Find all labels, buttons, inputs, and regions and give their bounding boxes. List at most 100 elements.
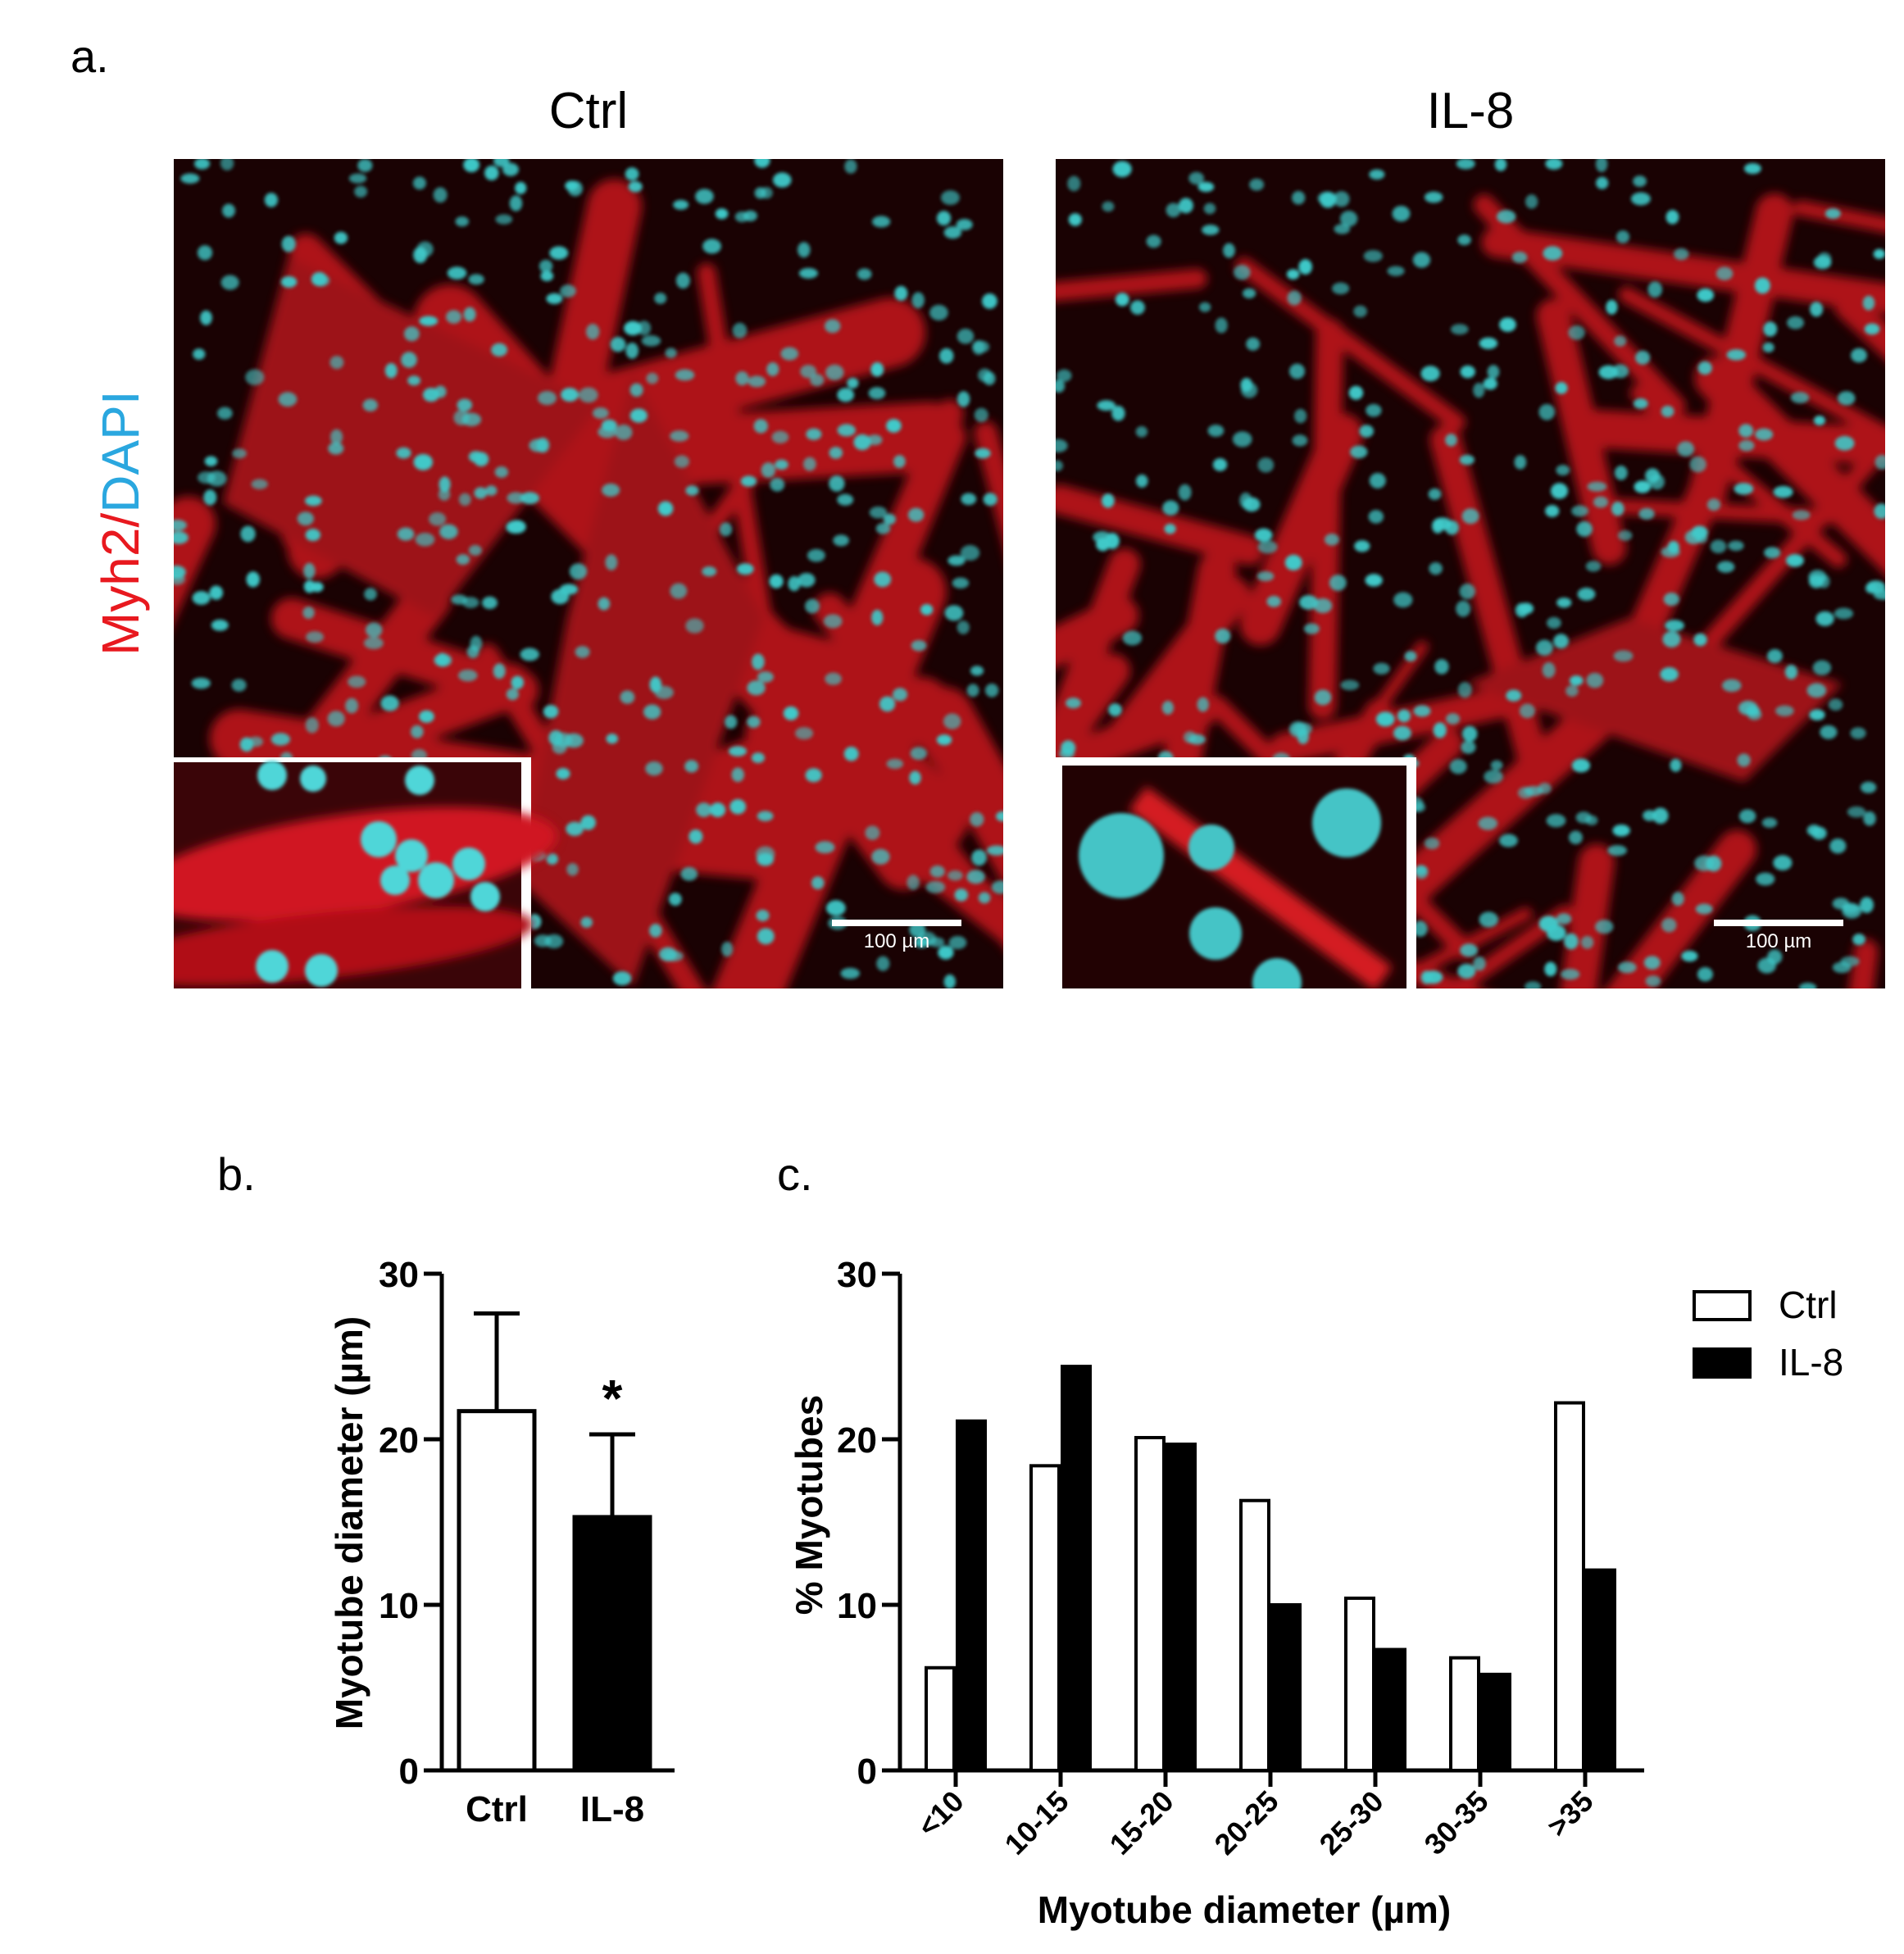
nucleus [509,195,523,211]
nucleus [491,343,508,357]
nucleus [1829,838,1847,854]
nucleus [1873,248,1885,260]
nucleus [811,876,825,890]
nucleus [1223,243,1235,258]
nucleus [948,935,967,950]
nucleus [1329,575,1347,591]
nucleus [306,631,325,643]
bar-il-8 [572,1515,652,1773]
nucleus [1353,305,1367,318]
nucleus [556,767,570,779]
nucleus [1737,753,1751,767]
nucleus [602,483,620,498]
nucleus [1494,159,1507,171]
nucleus [1874,454,1885,470]
nucleus [936,734,952,746]
nucleus [305,529,321,542]
nucleus [592,407,609,419]
nucleus [1490,760,1503,770]
nucleus [803,457,816,471]
nucleus [239,737,254,752]
nucleus [1393,725,1411,741]
nucleus [1292,190,1306,205]
y-tick-label: 20 [379,1420,419,1461]
nucleus [606,734,619,744]
nucleus [1292,434,1308,447]
nucleus [1459,454,1475,466]
x-tick-label: 10-15 [998,1784,1075,1861]
nucleus [474,487,488,499]
nucleus [1397,709,1411,723]
nucleus [1115,293,1129,307]
myotube-fiber [1685,435,1885,669]
nucleus [1614,335,1627,347]
nucleus [1339,211,1358,227]
nucleus [1670,758,1682,772]
x-tick-label: 25-30 [1313,1784,1390,1861]
nucleus [1067,175,1081,192]
nucleus [1496,210,1516,224]
nucleus [1811,826,1827,840]
nucleus [419,316,439,326]
nucleus [788,575,801,592]
nucleus [1375,711,1395,727]
nucleus [1834,435,1855,451]
myotube-fiber [223,257,600,618]
nucleus [735,370,749,386]
nucleus [1710,539,1727,554]
nucleus [1788,554,1802,566]
myotube-fiber [1056,268,1207,302]
nucleus [775,459,788,470]
nucleus [825,900,846,916]
x-tick-label: Ctrl [466,1789,528,1829]
nucleus [1424,837,1440,850]
nucleus [1288,363,1306,379]
micrograph-ctrl: 100 µm [174,159,1003,988]
nucleus [1773,485,1793,498]
nucleus [907,507,925,522]
nucleus [1299,595,1319,610]
nucleus [174,573,185,585]
nucleus [871,848,890,865]
nucleus [520,648,539,661]
nucleus [975,448,991,459]
nucleus [207,470,227,487]
nucleus [770,477,785,492]
nucleus [1756,872,1775,886]
nucleus [1766,648,1783,663]
nucleus [657,501,674,516]
nucleus [1135,426,1148,438]
nucleus [1684,529,1702,545]
nucleus [180,173,200,184]
nucleus [1726,349,1747,361]
nucleus [840,967,861,979]
nucleus [654,685,674,699]
nucleus [1348,385,1364,400]
nucleus [844,159,857,174]
nucleus [1232,431,1252,448]
nucleus [463,307,476,322]
x-tick-label: 15-20 [1103,1784,1180,1861]
nucleus [829,475,845,492]
nucleus [174,519,188,531]
nucleus [646,372,659,384]
nucleus [270,733,291,746]
nucleus [829,447,843,459]
nucleus [191,677,211,689]
chart-b-significance-star: * [602,1369,623,1428]
nucleus [1433,722,1447,738]
nucleus [825,364,844,380]
nucleus [810,374,825,387]
legend-label-il8: IL-8 [1779,1341,1843,1384]
micrograph-title-ctrl: Ctrl [548,83,629,139]
nucleus [407,375,421,386]
nucleus [1056,379,1066,393]
nucleus [569,563,588,580]
nucleus [1487,365,1500,379]
nucleus [947,555,966,566]
nucleus [1102,201,1115,212]
nucleus [401,352,417,368]
nucleus [761,462,776,478]
nucleus [457,669,478,682]
nucleus [1863,811,1876,826]
